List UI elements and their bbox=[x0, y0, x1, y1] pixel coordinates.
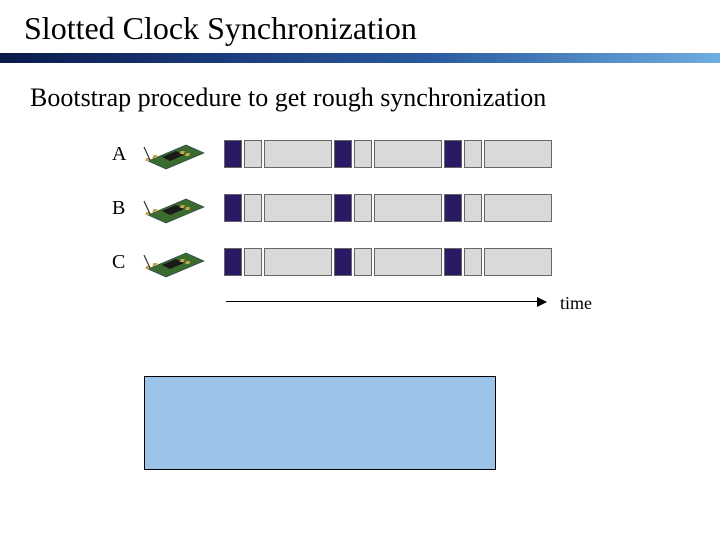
slot-active bbox=[224, 194, 242, 222]
slot-idle bbox=[374, 248, 442, 276]
slot-idle bbox=[354, 248, 372, 276]
slide-title: Slotted Clock Synchronization bbox=[24, 10, 720, 47]
slot-active bbox=[444, 194, 462, 222]
slot-active bbox=[334, 194, 352, 222]
timeline-rows: A B C bbox=[0, 131, 720, 285]
timeline bbox=[224, 248, 554, 276]
slot-idle bbox=[264, 248, 332, 276]
slide: Slotted Clock Synchronization Bootstrap … bbox=[0, 0, 720, 540]
slot-idle bbox=[264, 140, 332, 168]
title-area: Slotted Clock Synchronization bbox=[0, 0, 720, 47]
timeline-row: C bbox=[0, 239, 720, 285]
slot-idle bbox=[244, 140, 262, 168]
slot-active bbox=[334, 140, 352, 168]
slot-active bbox=[224, 140, 242, 168]
timeline bbox=[224, 140, 554, 168]
slot-idle bbox=[484, 140, 552, 168]
slide-subtitle: Bootstrap procedure to get rough synchro… bbox=[0, 63, 720, 113]
slot-idle bbox=[244, 248, 262, 276]
row-label: C bbox=[112, 251, 136, 274]
time-axis-arrow bbox=[226, 301, 546, 302]
slot-idle bbox=[374, 140, 442, 168]
timeline-row: A bbox=[0, 131, 720, 177]
slot-idle bbox=[244, 194, 262, 222]
slot-idle bbox=[464, 140, 482, 168]
slot-idle bbox=[264, 194, 332, 222]
timeline bbox=[224, 194, 554, 222]
slot-idle bbox=[484, 248, 552, 276]
title-underline-bar bbox=[0, 53, 720, 63]
slot-active bbox=[334, 248, 352, 276]
slot-active bbox=[444, 248, 462, 276]
slot-active bbox=[444, 140, 462, 168]
mote-icon bbox=[142, 191, 206, 225]
mote-node-icon bbox=[142, 191, 206, 225]
slot-idle bbox=[484, 194, 552, 222]
slot-idle bbox=[464, 248, 482, 276]
blank-highlight-box bbox=[144, 376, 496, 470]
time-axis-label: time bbox=[560, 293, 592, 314]
row-label: B bbox=[112, 197, 136, 220]
mote-icon bbox=[142, 137, 206, 171]
slot-idle bbox=[354, 194, 372, 222]
mote-node-icon bbox=[142, 137, 206, 171]
slot-active bbox=[224, 248, 242, 276]
row-label: A bbox=[112, 143, 136, 166]
mote-icon bbox=[142, 245, 206, 279]
mote-node-icon bbox=[142, 245, 206, 279]
timeline-row: B bbox=[0, 185, 720, 231]
slot-idle bbox=[354, 140, 372, 168]
slot-idle bbox=[374, 194, 442, 222]
time-axis-wrap: time bbox=[0, 293, 720, 321]
slot-idle bbox=[464, 194, 482, 222]
